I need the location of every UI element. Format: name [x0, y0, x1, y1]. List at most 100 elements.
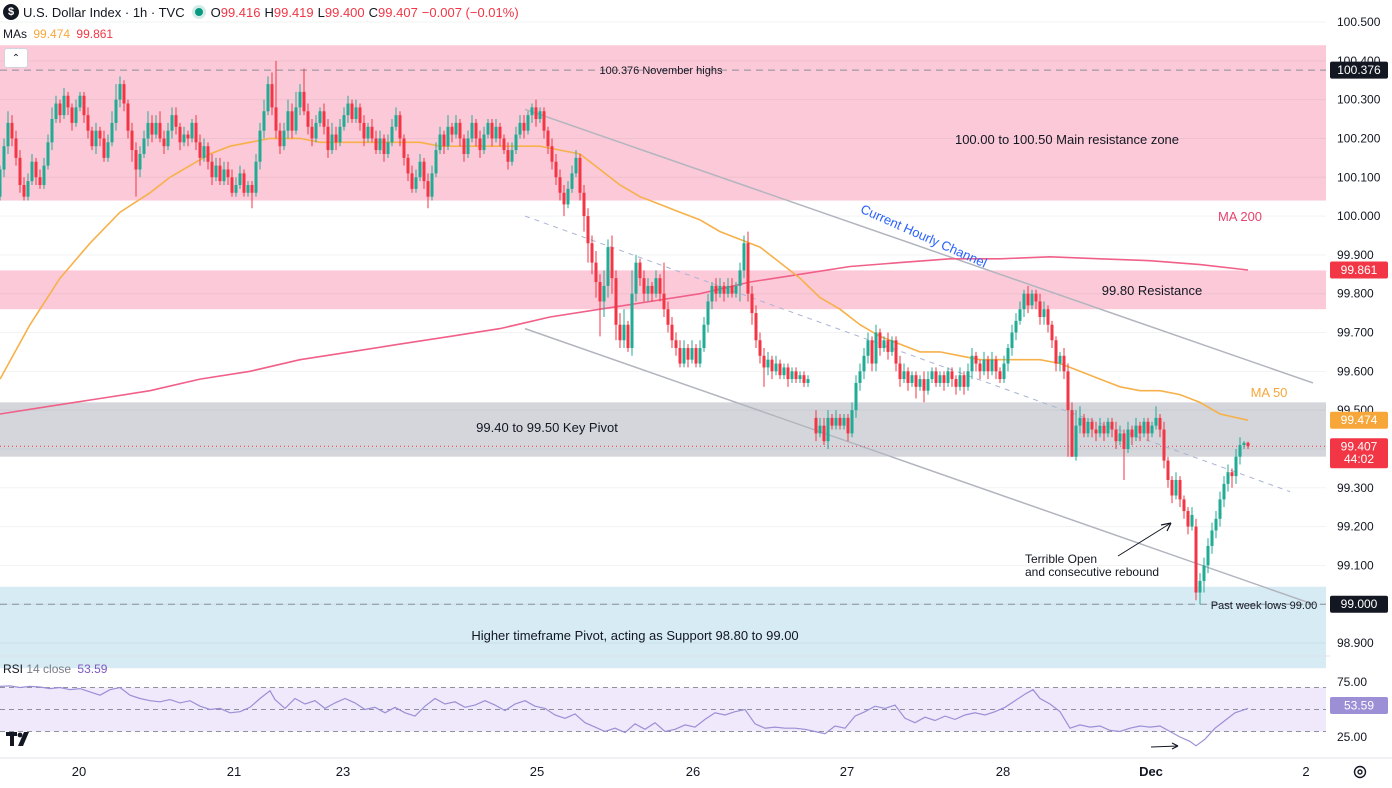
candle-down [998, 371, 1002, 380]
ma-legend[interactable]: MAs 99.474 99.861 [3, 27, 113, 41]
candle-down [218, 165, 222, 182]
rsi-tick-label: 25.00 [1337, 730, 1367, 744]
candle-up [566, 188, 570, 205]
candle-down [1246, 442, 1250, 447]
tradingview-logo-icon[interactable] [6, 732, 34, 746]
candle-up [62, 95, 66, 116]
candle-up [842, 417, 846, 426]
candle-up [298, 91, 302, 108]
candle-down [242, 173, 246, 193]
candle-down [522, 122, 526, 131]
candle-down [1230, 472, 1234, 477]
candle-up [834, 417, 838, 426]
candle-down [914, 375, 918, 387]
candle-up [106, 142, 110, 158]
candle-down [1114, 429, 1118, 442]
candle-down [922, 379, 926, 391]
candle-down [1050, 324, 1054, 341]
candle-down [870, 340, 874, 364]
candle-up [482, 134, 486, 151]
candle-down [98, 130, 102, 139]
candle-up [354, 107, 358, 120]
candle-down [1162, 429, 1166, 461]
candle-up [710, 285, 714, 302]
candle-up [902, 371, 906, 380]
price-tag-value: 99.000 [1341, 597, 1378, 611]
candle-up [782, 367, 786, 376]
candle-down [306, 111, 310, 127]
open-value: 99.416 [220, 4, 261, 20]
candle-up [970, 355, 974, 372]
candle-up [1014, 320, 1018, 333]
collapse-legend-button[interactable]: ⌃ [4, 48, 28, 68]
candle-up [606, 247, 610, 286]
candle-down [502, 138, 506, 151]
candle-up [1174, 479, 1178, 496]
candle-up [1218, 499, 1222, 519]
price-tick-label: 99.800 [1337, 287, 1374, 301]
settings-gear-icon[interactable] [1352, 764, 1368, 780]
candle-down [670, 324, 674, 341]
candle-up [378, 138, 382, 151]
ma50-line [0, 137, 1249, 421]
candle-up [434, 150, 438, 174]
candle-up [938, 375, 942, 383]
candle-up [818, 425, 822, 434]
candle-up [2, 146, 6, 170]
candle-up [570, 173, 574, 189]
candle-down [210, 161, 214, 178]
candle-up [1210, 530, 1214, 546]
candle-up [510, 150, 514, 162]
ma50-annotation: MA 50 [1251, 385, 1288, 400]
candle-down [954, 379, 958, 387]
candle-up [190, 122, 194, 139]
high-label: H [264, 4, 274, 20]
candle-up [46, 142, 50, 166]
candle-down [86, 115, 90, 131]
candle-up [706, 301, 710, 325]
candle-down [1146, 421, 1150, 434]
candle-down [226, 169, 230, 178]
candle-up [0, 169, 2, 197]
candle-down [1182, 499, 1186, 512]
candle-up [50, 119, 54, 143]
candle-down [1110, 421, 1114, 430]
candle-up [142, 138, 146, 154]
candle-down [730, 285, 734, 294]
candle-up [602, 285, 606, 302]
candle-up [1126, 429, 1130, 449]
candle-down [650, 285, 654, 294]
candle-up [1142, 421, 1146, 434]
candle-down [422, 161, 426, 182]
candle-down [722, 285, 726, 294]
candle-down [426, 181, 430, 197]
symbol-title[interactable]: U.S. Dollar Index · 1h · TVC [23, 4, 185, 20]
candle-up [314, 122, 318, 139]
candle-up [154, 122, 158, 135]
candle-down [846, 417, 850, 434]
candle-down [1070, 410, 1074, 457]
channel-lower-line [524, 327, 1314, 605]
candle-up [414, 177, 418, 189]
candle-up [1134, 425, 1138, 438]
price-tick-label: 100.300 [1337, 93, 1381, 107]
candle-down [250, 185, 254, 193]
candle-down [1138, 425, 1142, 434]
candle-down [1166, 460, 1170, 480]
candle-up [1042, 309, 1046, 317]
candle-down [1090, 421, 1094, 430]
rsi-legend[interactable]: RSI 14 close 53.59 [3, 662, 107, 676]
candle-down [778, 363, 782, 376]
candle-up [1018, 309, 1022, 321]
candle-up [966, 371, 970, 387]
candle-up [6, 122, 10, 147]
candle-down [326, 126, 330, 151]
candle-up [726, 285, 730, 294]
candle-down [662, 293, 666, 310]
candle-up [1206, 545, 1210, 566]
candle-up [1226, 472, 1230, 484]
price-tick-label: 100.100 [1337, 170, 1381, 184]
low-label: L [317, 4, 325, 20]
